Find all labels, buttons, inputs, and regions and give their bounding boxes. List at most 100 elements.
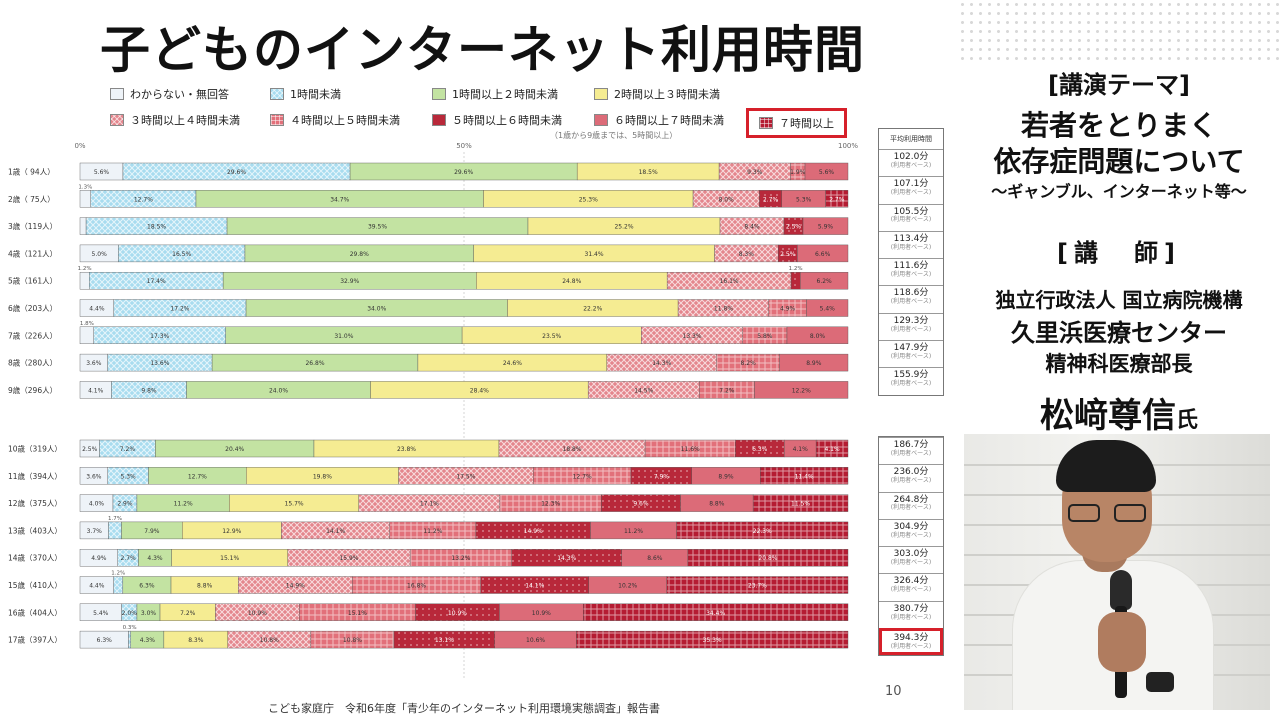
slide-title: 子どものインターネット利用時間	[100, 21, 865, 79]
row-label: 11歳（394人）	[8, 471, 62, 481]
axis-tick-label: 50%	[456, 142, 472, 150]
bar-segment	[583, 603, 849, 621]
bar-value-label: 8.9%	[718, 473, 734, 480]
bar-value-label: 6.3%	[97, 637, 113, 644]
legend-item-under-1h: 1時間未満	[270, 86, 341, 102]
bar-value-label: 3.7%	[87, 528, 103, 535]
bar-value-label: 4.0%	[89, 501, 105, 508]
avg-time-basis: (利用者ベース)	[890, 613, 932, 621]
bar-value-label: 10.6%	[526, 637, 545, 644]
row-label: 2歳（ 75人）	[8, 194, 55, 204]
bar-segment	[760, 467, 849, 485]
bar-value-label: 7.2%	[120, 446, 136, 453]
avg-time-basis: (利用者ベース)	[890, 504, 932, 512]
bar-value-label: 25.2%	[614, 224, 633, 231]
bar-value-label: 23.7%	[748, 583, 767, 590]
legend-item-6-7h: ６時間以上７時間未満	[594, 112, 724, 128]
row-label: 17歳（397人）	[8, 635, 62, 645]
bar-value-label: 29.6%	[454, 169, 473, 176]
bar-value-label: 4.9%	[91, 555, 107, 562]
legend-item-1-2h: 1時間以上２時間未満	[432, 86, 558, 102]
bar-value-label: 5.8%	[757, 333, 773, 340]
bar-value-label: 5.9%	[818, 224, 834, 231]
bar-value-label: 2.9%	[117, 501, 133, 508]
legend-item-4-5h: ４時間以上５時間未満	[270, 112, 400, 128]
avg-time-cell: 236.0分 (利用者ベース)	[879, 464, 943, 491]
source-note: こども家庭庁 令和6年度「青少年のインターネット利用環境実態調査」報告書	[268, 702, 660, 715]
bar-value-label: 8.8%	[197, 583, 213, 590]
bar-value-label: 23.8%	[397, 446, 416, 453]
avg-time-cell: 155.9分 (利用者ベース)	[879, 367, 943, 394]
bar-value-label: 12.7%	[573, 473, 592, 480]
bar-value-label: 4.9%	[780, 306, 796, 313]
bar-segment	[790, 271, 801, 290]
microphone-icon	[1110, 570, 1132, 610]
row-label: 8歳（280人）	[8, 358, 57, 368]
avg-time-value: 264.8分	[893, 494, 929, 505]
bar-value-label: 11.6%	[681, 446, 700, 453]
bar-value-label: 35.3%	[703, 637, 722, 644]
avg-time-basis: (利用者ベース)	[890, 352, 932, 360]
lecturer-heading: [講 師]	[1057, 239, 1181, 267]
bar-value-label: 10.9%	[532, 610, 551, 617]
bar-segment	[576, 630, 849, 649]
bar-value-label: 3.6%	[86, 473, 102, 480]
bar-value-label: 11.8%	[714, 306, 733, 313]
avg-time-basis: (利用者ベース)	[890, 271, 932, 279]
bar-value-label: 18.8%	[563, 446, 582, 453]
bar-value-label: 11.4%	[795, 473, 814, 480]
bar-value-label: 4.4%	[89, 306, 105, 313]
avg-time-basis: (利用者ベース)	[890, 531, 932, 539]
bar-value-label: 5.6%	[94, 169, 110, 176]
row-label: 6歳（203人）	[8, 303, 57, 313]
avg-time-basis: (利用者ベース)	[890, 216, 932, 224]
bar-value-label: 13.3%	[683, 333, 702, 340]
avg-time-value: 186.7分	[893, 440, 929, 450]
avg-time-cell: 264.8分 (利用者ベース)	[879, 491, 943, 519]
lecturer-name: 松﨑尊信氏	[958, 388, 1280, 437]
bar-value-label: 13.6%	[150, 360, 169, 367]
bar-value-label: 7.2%	[180, 610, 196, 617]
row-label: 14歳（370人）	[8, 553, 62, 563]
avg-time-value: 303.0分	[893, 549, 929, 560]
bar-value-label: 11.5%	[791, 501, 810, 508]
avg-time-value: 147.9分	[893, 343, 929, 354]
bar-segment	[687, 549, 849, 567]
bar-value-label: 8.3%	[739, 251, 755, 258]
bar-segment	[815, 439, 849, 458]
bar-value-label: 16.5%	[172, 251, 191, 258]
avg-time-value: 129.3分	[893, 315, 929, 326]
bar-value-label: 13.2%	[451, 555, 470, 562]
bar-value-label: 11.2%	[624, 528, 643, 535]
lecturer-title: 精神科医療部長	[1045, 352, 1193, 376]
bar-value-label: 6.3%	[139, 583, 155, 590]
bar-value-label: 2.7%	[763, 196, 779, 203]
avg-time-basis: (利用者ベース)	[890, 559, 932, 567]
axis-tick-label: 0%	[74, 142, 85, 150]
bar-value-label: 12.3%	[541, 501, 560, 508]
avg-time-value: 394.3分	[893, 633, 929, 644]
bar-value-label: 14.5%	[634, 387, 653, 394]
bar-value-label: 12.2%	[792, 387, 811, 394]
avg-time-basis: (利用者ベース)	[890, 189, 932, 197]
bar-segment	[79, 190, 91, 208]
avg-time-cell: 394.3分 (利用者ベース)	[879, 628, 943, 656]
legend-item-3-4h: ３時間以上４時間未満	[110, 112, 240, 128]
legend-swatch	[432, 88, 446, 100]
bar-value-label: 17.3%	[150, 333, 169, 340]
bar-value-label: 3.0%	[141, 610, 157, 617]
bar-value-label: 5.6%	[819, 169, 835, 176]
bar-value-label: 11.2%	[423, 528, 442, 535]
bar-value-label: 15.1%	[220, 555, 239, 562]
bar-value-label: 8.6%	[647, 555, 663, 562]
lecturer-org-2: 久里浜医療センター	[1011, 319, 1227, 347]
bar-value-label: 4.1%	[824, 446, 840, 453]
bar-value-label: 2.0%	[122, 610, 138, 617]
avg-time-value: 236.0分	[893, 467, 929, 478]
bar-value-label: 34.4%	[706, 610, 725, 617]
speaker-hair	[1056, 440, 1156, 492]
row-label: 5歳（161人）	[8, 276, 57, 286]
avg-time-value: 304.9分	[893, 521, 929, 532]
bar-value-label: 4.1%	[88, 387, 104, 394]
bar-value-label: 14.9%	[286, 583, 305, 590]
